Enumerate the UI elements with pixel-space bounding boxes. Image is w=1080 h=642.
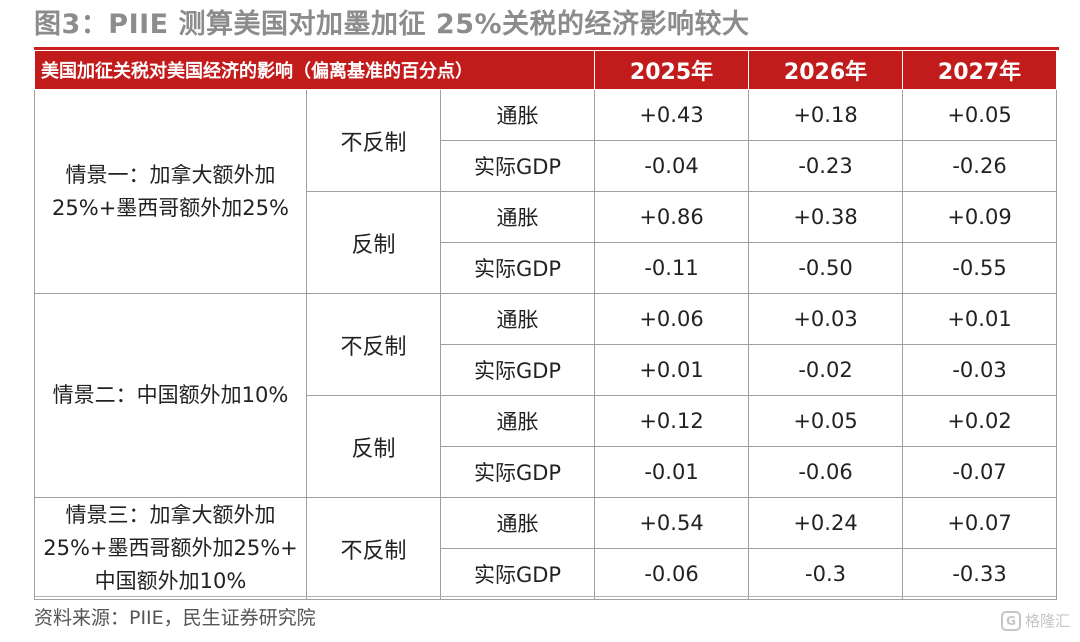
title-divider (34, 47, 1059, 50)
watermark: G 格隆汇 (1001, 610, 1070, 631)
value-cell: -0.3 (748, 548, 904, 600)
scenario-label-line: 25%+墨西哥额外加25%+ (43, 536, 298, 560)
value-cell: +0.24 (748, 497, 904, 549)
tariff-impact-table: 美国加征关税对美国经济的影响（偏离基准的百分点） 2025年 2026年 202… (33, 50, 1058, 600)
table-row: 情景三：加拿大额外加 25%+墨西哥额外加25%+ 中国额外加10% 不反制 通… (34, 497, 1058, 600)
value-cell: +0.07 (902, 497, 1058, 549)
response-label: 不反制 (306, 89, 441, 192)
table-row: 实际GDP -0.01 -0.06 -0.07 (35, 446, 1058, 498)
scenario-2-label: 情景二：中国额外加10% (34, 293, 307, 498)
response-label: 不反制 (306, 497, 441, 600)
value-cell: -0.50 (748, 242, 904, 294)
value-cell: -0.55 (902, 242, 1058, 294)
value-cell: +0.06 (594, 293, 750, 345)
value-cell: -0.03 (902, 344, 1058, 396)
scenario-label-line: 情景一：加拿大额外加 (65, 162, 276, 187)
metric-label: 实际GDP (439, 140, 596, 192)
header-main-cell: 美国加征关税对美国经济的影响（偏离基准的百分点） (33, 50, 596, 90)
value-cell: +0.38 (748, 191, 904, 243)
value-cell: -0.26 (902, 140, 1058, 192)
value-cell: -0.07 (902, 446, 1058, 498)
metric-label: 实际GDP (439, 344, 596, 396)
metric-label: 实际GDP (439, 446, 596, 498)
scenario-label-line: 中国额外加10% (94, 569, 247, 593)
value-cell: -0.06 (748, 446, 904, 498)
gelonghui-logo-icon: G (1001, 610, 1021, 631)
scenario-label-line: 25%+墨西哥额外加25% (52, 195, 289, 220)
page-title: 图3：PIIE 测算美国对加墨加征 25%关税的经济影响较大 (34, 9, 750, 40)
scenario-1-label: 情景一：加拿大额外加 25%+墨西哥额外加25% (34, 89, 307, 294)
metric-label: 通胀 (439, 395, 596, 447)
metric-label: 实际GDP (439, 548, 596, 600)
value-cell: +0.05 (902, 89, 1058, 141)
metric-label: 通胀 (439, 497, 596, 549)
value-cell: +0.01 (594, 344, 750, 396)
value-cell: +0.43 (594, 89, 750, 141)
table-row: 实际GDP -0.04 -0.23 -0.26 (35, 140, 1058, 192)
value-cell: +0.09 (902, 191, 1058, 243)
value-cell: +0.18 (748, 89, 904, 141)
value-cell: -0.02 (748, 344, 904, 396)
footer-divider (34, 596, 1056, 597)
scenario-label-line: 情景三：加拿大额外加 (65, 503, 276, 527)
response-label: 不反制 (306, 293, 441, 396)
response-label: 反制 (306, 191, 441, 294)
header-year-2027: 2027年 (902, 50, 1058, 90)
scenario-3-label: 情景三：加拿大额外加 25%+墨西哥额外加25%+ 中国额外加10% (34, 497, 307, 600)
value-cell: +0.05 (748, 395, 904, 447)
table-header-row: 美国加征关税对美国经济的影响（偏离基准的百分点） 2025年 2026年 202… (33, 50, 1058, 90)
table-row: 实际GDP -0.06 -0.3 -0.33 (35, 548, 1058, 600)
value-cell: +0.86 (594, 191, 750, 243)
value-cell: +0.02 (902, 395, 1058, 447)
watermark-text: 格隆汇 (1025, 612, 1071, 630)
value-cell: -0.01 (594, 446, 750, 498)
value-cell: -0.23 (748, 140, 904, 192)
metric-label: 通胀 (439, 191, 596, 243)
value-cell: -0.33 (902, 548, 1058, 600)
value-cell: +0.12 (594, 395, 750, 447)
metric-label: 通胀 (439, 293, 596, 345)
value-cell: -0.04 (594, 140, 750, 192)
source-note: 资料来源：PIIE，民生证券研究院 (34, 607, 316, 629)
table-row: 反制 通胀 +0.12 +0.05 +0.02 (35, 395, 1058, 498)
metric-label: 实际GDP (439, 242, 596, 294)
response-label: 反制 (306, 395, 441, 498)
value-cell: -0.06 (594, 548, 750, 600)
value-cell: +0.03 (748, 293, 904, 345)
value-cell: -0.11 (594, 242, 750, 294)
table-row: 实际GDP +0.01 -0.02 -0.03 (35, 344, 1058, 396)
table-row: 情景二：中国额外加10% 不反制 通胀 +0.06 +0.03 +0.01 (34, 293, 1058, 498)
value-cell: +0.01 (902, 293, 1058, 345)
value-cell: +0.54 (594, 497, 750, 549)
table-row: 情景一：加拿大额外加 25%+墨西哥额外加25% 不反制 通胀 +0.43 +0… (34, 89, 1058, 294)
scenario-label-line: 情景二：中国额外加10% (52, 383, 289, 407)
metric-label: 通胀 (439, 89, 596, 141)
header-year-2026: 2026年 (748, 50, 904, 90)
header-year-2025: 2025年 (594, 50, 750, 90)
